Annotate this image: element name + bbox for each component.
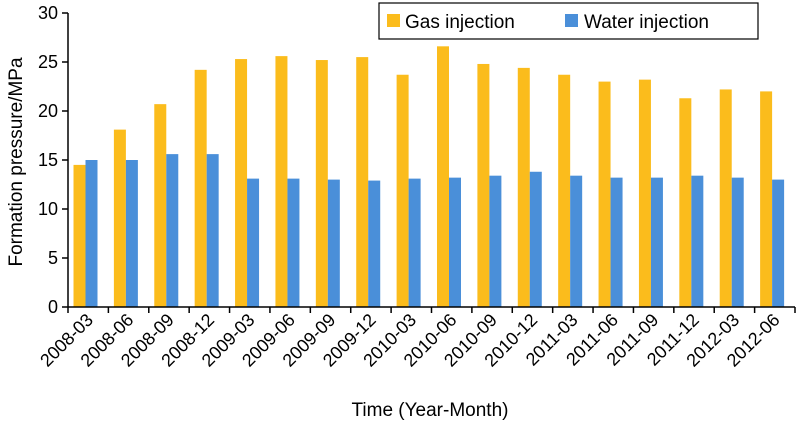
x-axis-title: Time (Year-Month) bbox=[352, 400, 509, 421]
bar-water-2011-03 bbox=[570, 175, 583, 307]
legend-swatch-water bbox=[565, 14, 578, 27]
bar-water-2010-03 bbox=[408, 178, 421, 307]
y-tick-label: 0 bbox=[48, 297, 58, 317]
bar-gas-2008-09 bbox=[154, 104, 167, 307]
y-tick-label: 20 bbox=[38, 101, 58, 121]
bar-layer bbox=[73, 46, 785, 308]
bar-water-2009-03 bbox=[247, 178, 260, 307]
legend-label-water: Water injection bbox=[584, 12, 709, 33]
bar-water-2011-06 bbox=[610, 177, 623, 307]
bar-water-2010-12 bbox=[529, 171, 542, 307]
bar-gas-2009-03 bbox=[235, 59, 248, 308]
bar-gas-2011-06 bbox=[598, 81, 611, 307]
bar-water-2010-09 bbox=[489, 175, 502, 307]
bar-water-2012-06 bbox=[772, 179, 785, 307]
legend-box bbox=[378, 2, 759, 40]
bar-gas-2008-03 bbox=[73, 164, 86, 307]
bar-gas-2011-03 bbox=[558, 74, 571, 308]
y-tick-label: 5 bbox=[48, 248, 58, 268]
y-axis-title: Formation pressure/MPa bbox=[6, 57, 27, 267]
bar-gas-2011-12 bbox=[679, 98, 692, 307]
bar-gas-2010-03 bbox=[396, 74, 409, 308]
bar-gas-2009-06 bbox=[275, 56, 288, 308]
legend: Gas injection Water injection bbox=[378, 2, 759, 40]
y-tick-label: 30 bbox=[38, 3, 58, 23]
bar-water-2008-09 bbox=[166, 154, 179, 307]
bar-gas-2012-06 bbox=[760, 91, 773, 308]
bar-water-2011-12 bbox=[691, 175, 704, 307]
bar-gas-2009-12 bbox=[356, 57, 369, 307]
y-tick-label: 25 bbox=[38, 52, 58, 72]
bar-water-2011-09 bbox=[650, 177, 663, 307]
bar-gas-2009-09 bbox=[315, 60, 328, 307]
bar-water-2009-09 bbox=[327, 179, 340, 307]
bar-gas-2008-06 bbox=[113, 129, 126, 307]
bar-water-2012-03 bbox=[731, 177, 744, 307]
bar-gas-2011-09 bbox=[638, 79, 651, 307]
bar-water-2009-12 bbox=[368, 180, 381, 307]
y-tick-label: 15 bbox=[38, 150, 58, 170]
bar-water-2009-06 bbox=[287, 178, 300, 307]
legend-label-gas: Gas injection bbox=[405, 12, 515, 33]
bar-gas-2008-12 bbox=[194, 69, 207, 307]
bar-gas-2012-03 bbox=[719, 89, 732, 307]
bar-gas-2010-12 bbox=[517, 67, 530, 307]
y-tick-label: 10 bbox=[38, 199, 58, 219]
bar-water-2008-12 bbox=[206, 154, 219, 307]
legend-swatch-gas bbox=[387, 14, 400, 27]
bar-water-2010-06 bbox=[449, 177, 461, 307]
bar-gas-2010-06 bbox=[437, 46, 449, 307]
bar-water-2008-03 bbox=[85, 160, 98, 307]
bar-water-2008-06 bbox=[125, 160, 138, 307]
bar-gas-2010-09 bbox=[477, 63, 490, 308]
